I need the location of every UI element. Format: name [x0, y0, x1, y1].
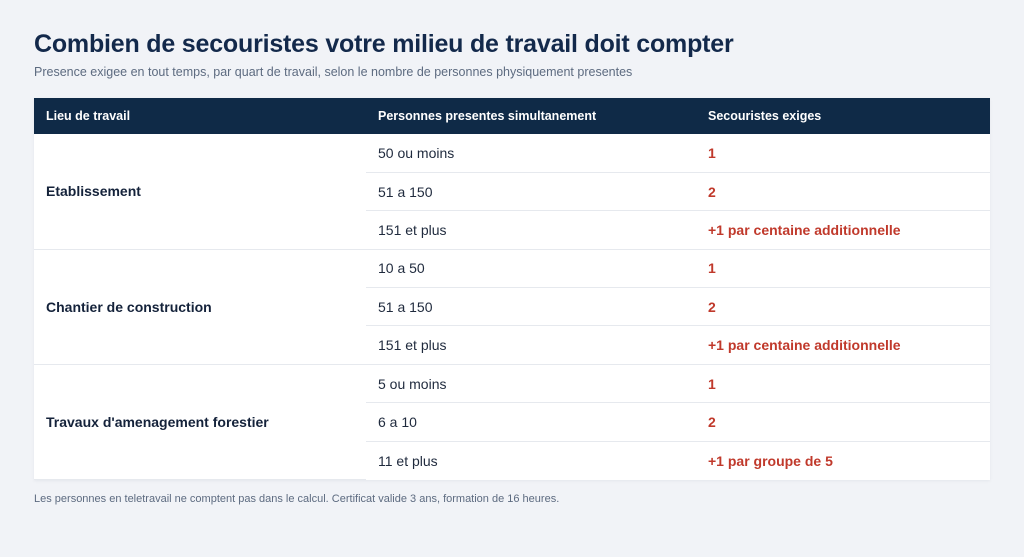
requirements-table: Lieu de travail Personnes presentes simu…: [34, 98, 990, 481]
header-required: Secouristes exiges: [696, 98, 990, 134]
people-cell: 51 a 150: [366, 287, 696, 327]
table-header: Lieu de travail Personnes presentes simu…: [34, 98, 990, 134]
people-cell: 10 a 50: [366, 249, 696, 289]
footnote: Les personnes en teletravail ne comptent…: [34, 493, 560, 505]
header-row: Lieu de travail Personnes presentes simu…: [34, 98, 990, 134]
required-cell: 2: [696, 402, 990, 442]
table-row: Etablissement 50 ou moins 1: [34, 134, 990, 250]
people-cell: 5 ou moins: [366, 364, 696, 404]
header-people: Personnes presentes simultanement: [366, 98, 696, 134]
table-body: Etablissement 50 ou moins 1 51 a 150 2 1…: [34, 134, 990, 481]
workplace-cell: Etablissement: [34, 134, 366, 250]
first-aid-requirements-table: Lieu de travail Personnes presentes simu…: [34, 98, 990, 481]
people-cell: 50 ou moins: [366, 134, 696, 173]
workplace-cell: Travaux d'amenagement forestier: [34, 364, 366, 481]
table-row: 151 et plus +1 par centaine additionnell…: [34, 325, 990, 365]
people-cell: 51 a 150: [366, 172, 696, 212]
page-subtitle: Presence exigee en tout temps, par quart…: [34, 65, 633, 79]
table-row: 151 et plus +1 par centaine additionnell…: [34, 210, 990, 250]
required-cell: 1: [696, 249, 990, 289]
table-row: Chantier de construction 10 a 50 1: [34, 249, 990, 365]
table-row: 6 a 10 2: [34, 402, 990, 442]
people-cell: 151 et plus: [366, 325, 696, 365]
workplace-cell: Chantier de construction: [34, 249, 366, 365]
people-cell: 151 et plus: [366, 210, 696, 250]
required-cell: 2: [696, 172, 990, 212]
required-cell: +1 par centaine additionnelle: [696, 325, 990, 365]
required-cell: 1: [696, 134, 990, 173]
table-row: 11 et plus +1 par groupe de 5: [34, 441, 990, 479]
required-cell: +1 par groupe de 5: [708, 452, 833, 469]
header-workplace: Lieu de travail: [34, 98, 366, 134]
people-cell: 6 a 10: [366, 402, 696, 442]
table-row: Travaux d'amenagement forestier 5 ou moi…: [34, 364, 990, 481]
page-title: Combien de secouristes votre milieu de t…: [34, 30, 734, 58]
required-cell: 2: [696, 287, 990, 327]
people-cell: 11 et plus: [378, 452, 438, 469]
table-row: 51 a 150 2: [34, 172, 990, 212]
required-cell: +1 par centaine additionnelle: [696, 210, 990, 250]
required-cell: 1: [696, 364, 990, 404]
table-row: 51 a 150 2: [34, 287, 990, 327]
